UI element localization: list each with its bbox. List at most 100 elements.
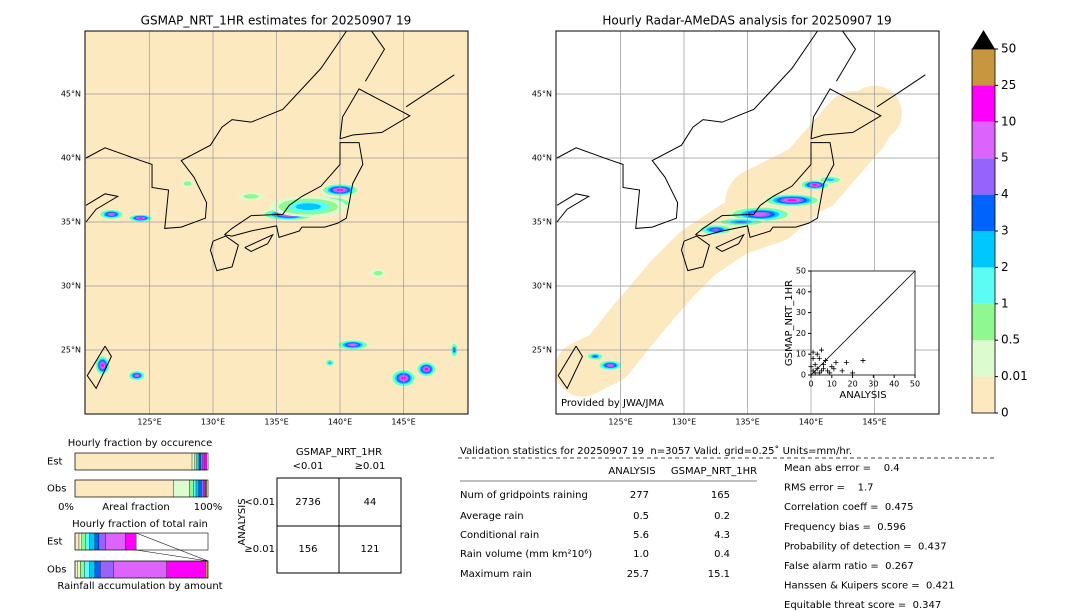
fraction-segment xyxy=(205,560,209,579)
axis-label: Rainfall accumulation by amount xyxy=(57,581,222,592)
table-title: GSMAP_NRT_1HR xyxy=(296,447,382,458)
table-cell: 121 xyxy=(360,544,379,555)
rain-area xyxy=(138,217,143,219)
fraction-segment xyxy=(74,560,78,579)
score: Correlation coeff = 0.475 xyxy=(784,502,914,513)
stat-value: 0.4 xyxy=(714,549,730,560)
scatter-point xyxy=(812,362,818,368)
fraction-segment xyxy=(194,452,197,471)
column-label: GSMAP_NRT_1HR xyxy=(671,466,757,477)
map-content xyxy=(556,31,939,414)
map-panel: 125°E 130°E 135°E 140°E 145°E 45°N 40°N 35°N 30°… xyxy=(61,14,469,427)
fraction-segment xyxy=(200,452,203,471)
table-cell: 156 xyxy=(298,544,317,555)
score: Frequency bias = 0.596 xyxy=(784,522,906,533)
bar-frame xyxy=(74,452,209,471)
x-tick-label: 20 xyxy=(848,380,858,389)
x-tick-label: 0 xyxy=(808,380,813,389)
coastline xyxy=(244,233,274,253)
rain-area xyxy=(101,363,104,368)
rain-area xyxy=(108,213,114,216)
rain-area xyxy=(607,364,613,367)
colorbar-band xyxy=(972,49,995,86)
scatter-point xyxy=(860,357,866,363)
scatter-point xyxy=(818,368,824,374)
stat-value: 1.0 xyxy=(633,549,649,560)
coastline xyxy=(209,235,239,272)
colorbar-band xyxy=(972,121,995,159)
coastline xyxy=(86,345,112,390)
map-title: Hourly Radar-AMeDAS analysis for 2025090… xyxy=(602,14,891,28)
stat-label: Conditional rain xyxy=(460,530,539,541)
coastline xyxy=(85,193,120,223)
rain-area xyxy=(243,194,259,199)
fraction-segment xyxy=(80,560,85,579)
fraction-segment xyxy=(94,532,100,551)
colorbar-label: 2 xyxy=(1001,260,1009,274)
colorbar-band xyxy=(972,231,995,268)
diagonal xyxy=(810,270,916,376)
rain-area xyxy=(328,361,332,365)
scatter-point xyxy=(808,372,814,378)
coastline xyxy=(339,88,411,140)
x-tick-label: 40 xyxy=(889,380,899,389)
scatter-point xyxy=(831,366,837,372)
connector xyxy=(136,532,209,562)
map-content xyxy=(85,31,468,414)
stat-value: 277 xyxy=(630,490,649,501)
panel-title: Hourly fraction of total rain xyxy=(72,519,208,530)
colorbar-band xyxy=(972,340,995,377)
rain-area xyxy=(349,343,357,346)
stat-value: 0.5 xyxy=(633,511,649,522)
fraction-segment xyxy=(89,560,96,579)
scatter-point xyxy=(818,347,824,353)
rain-area xyxy=(592,355,598,358)
score: Equitable threat score = 0.347 xyxy=(784,600,941,611)
scatter-point xyxy=(810,349,816,355)
column-label: ANALYSIS xyxy=(608,466,655,477)
fraction-segment xyxy=(203,452,207,471)
lon-label: 135°E xyxy=(264,418,288,427)
rain-area xyxy=(295,203,321,211)
colorbar-label: 10 xyxy=(1001,114,1016,128)
fraction-segment xyxy=(78,532,82,551)
colorbar-label: 0.01 xyxy=(1001,369,1028,383)
rain-area xyxy=(786,199,798,202)
y-axis-label: GSMAP_NRT_1HR xyxy=(784,280,795,366)
stat-value: 15.1 xyxy=(708,569,730,580)
coastline xyxy=(556,193,591,223)
credit: Provided by JWA/JMA xyxy=(561,398,664,409)
y-tick-label: 0 xyxy=(801,371,806,380)
scatter-point xyxy=(816,370,822,376)
fraction-segment xyxy=(74,452,193,471)
scatter-point xyxy=(814,351,820,357)
table-cell: 2736 xyxy=(295,497,320,508)
scatter-point xyxy=(839,368,845,374)
lon-label: 125°E xyxy=(137,418,161,427)
colorbar-label: 0.5 xyxy=(1001,333,1020,347)
stat-label: Maximum rain xyxy=(460,569,532,580)
validation-header: Validation statistics for 20250907 19 n=… xyxy=(460,445,852,457)
coastline xyxy=(364,31,386,82)
lat-label: 35°N xyxy=(532,218,552,227)
y-tick-label: 10 xyxy=(796,350,806,359)
lon-label: 130°E xyxy=(201,418,225,427)
fraction-segment xyxy=(196,452,199,471)
x-tick-label: 50 xyxy=(910,380,920,389)
lon-label: 140°E xyxy=(799,418,823,427)
row-label: <0.01 xyxy=(244,497,275,508)
coastline xyxy=(556,31,818,229)
lon-label: 145°E xyxy=(391,418,415,427)
fraction-segment xyxy=(205,479,207,498)
fraction-segment xyxy=(201,479,204,498)
x-tick-label: 10 xyxy=(827,380,837,389)
axis-label: Areal fraction xyxy=(102,502,169,513)
rain-area xyxy=(711,228,720,231)
x-axis-label: ANALYSIS xyxy=(839,390,886,401)
rain-area xyxy=(753,212,767,216)
colorbar-extend xyxy=(972,30,995,49)
panel-title: Hourly fraction by occurence xyxy=(68,438,212,449)
stat-value: 25.7 xyxy=(627,569,649,580)
scatter-point xyxy=(820,362,826,368)
